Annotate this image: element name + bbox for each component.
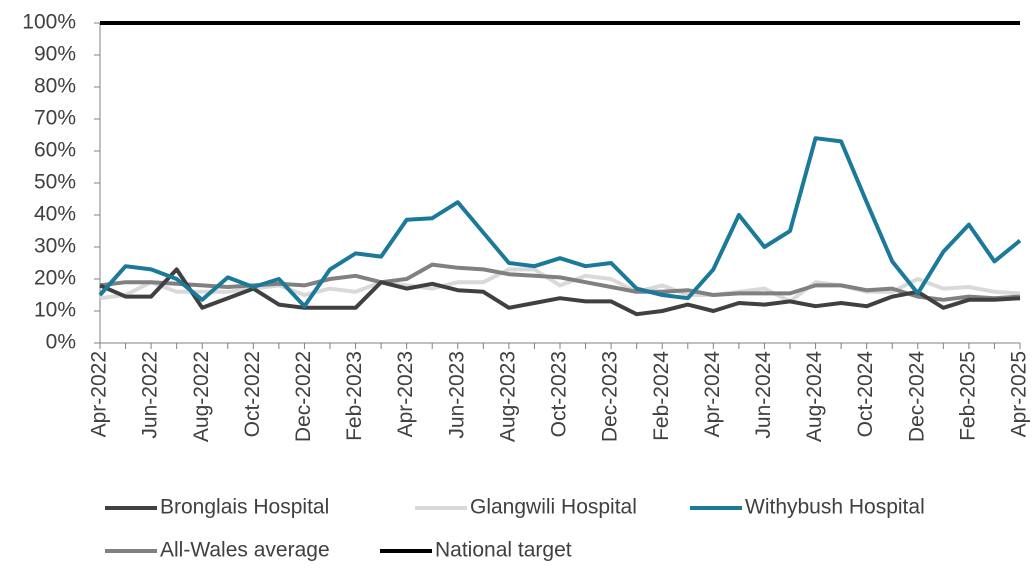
x-tick-label: Apr-2024 [701,351,724,438]
x-tick-label: Aug-2022 [190,351,213,442]
x-tick-label: Apr-2022 [88,351,111,437]
x-tick-label: Oct-2023 [548,351,571,437]
x-tick-label: Apr-2025 [1008,351,1031,437]
legend-label: Bronglais Hospital [160,496,329,519]
y-tick-label: 50% [34,171,76,194]
x-tick-label: Dec-2023 [599,351,622,442]
x-tick-label: Dec-2024 [905,351,928,442]
x-tick-label: Jun-2024 [752,351,775,439]
x-tick-label: Oct-2024 [854,351,877,438]
y-tick-label: 70% [34,107,76,130]
y-tick-label: 80% [34,75,76,98]
y-tick-label: 0% [46,331,76,354]
y-tick-label: 60% [34,139,76,162]
legend-label: Withybush Hospital [745,496,925,519]
x-tick-label: Aug-2024 [803,351,826,442]
x-tick-label: Aug-2023 [496,351,519,442]
x-tick-label: Apr-2023 [394,351,417,437]
x-tick-label: Jun-2023 [445,351,468,439]
y-tick-label: 40% [34,203,76,226]
x-tick-label: Oct-2022 [241,351,264,437]
x-tick-label: Jun-2022 [139,351,162,439]
legend-label: National target [435,539,572,562]
legend-label: All-Wales average [160,539,330,562]
y-tick-label: 20% [34,267,76,290]
series-line [98,136,1022,309]
x-tick-label: Dec-2022 [292,351,315,442]
y-tick-label: 10% [34,299,76,322]
x-tick-label: Feb-2023 [343,351,366,441]
x-tick-label: Feb-2024 [650,351,673,441]
y-tick-label: 100% [22,11,76,34]
y-tick-label: 90% [34,43,76,66]
y-tick-label: 30% [34,235,76,258]
x-tick-label: Feb-2025 [956,351,979,441]
legend-label: Glangwili Hospital [470,496,637,519]
